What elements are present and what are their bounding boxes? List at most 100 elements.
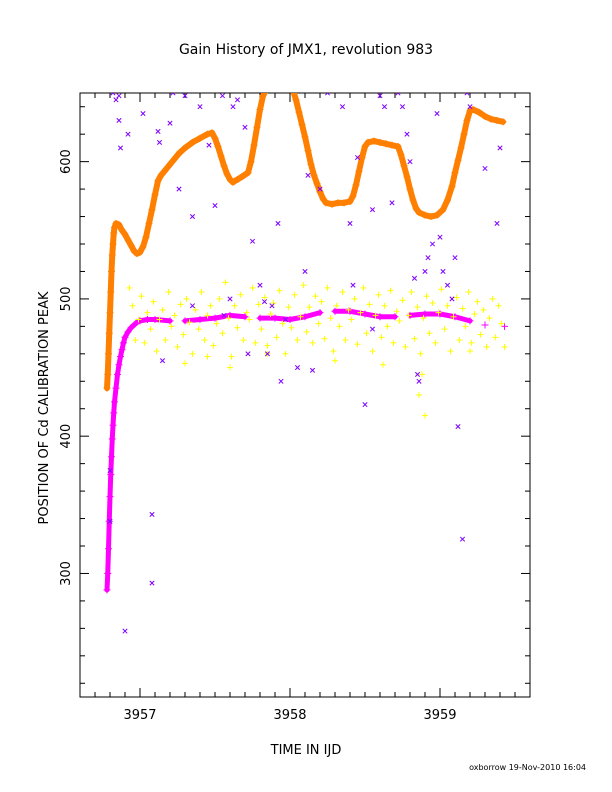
series-track [407, 311, 428, 318]
data-point [255, 301, 262, 308]
data-point [456, 337, 463, 344]
data-point [342, 337, 349, 344]
data-point [422, 268, 428, 275]
data-point [113, 97, 119, 103]
data-point [408, 289, 415, 296]
data-point [357, 309, 364, 316]
data-point [300, 282, 307, 289]
data-point [149, 511, 155, 517]
x-tick-label: 3957 [123, 708, 156, 723]
data-point [465, 289, 472, 296]
data-point [462, 323, 469, 330]
data-point [480, 306, 487, 313]
data-point [447, 348, 454, 355]
data-point [167, 120, 173, 126]
data-point [227, 296, 233, 302]
data-point [467, 348, 473, 355]
data-point [230, 104, 236, 110]
data-point [279, 320, 286, 327]
data-point [278, 378, 284, 384]
data-point [141, 339, 148, 346]
data-point [273, 334, 280, 341]
data-point [189, 213, 196, 220]
data-point [455, 424, 461, 430]
data-point [345, 306, 352, 313]
data-point [228, 353, 235, 360]
data-point [362, 402, 368, 408]
data-point [321, 335, 328, 342]
data-point [416, 392, 422, 398]
data-point [231, 302, 238, 309]
data-point [495, 302, 502, 309]
data-point [330, 348, 337, 355]
data-point [453, 294, 460, 301]
data-point [282, 350, 289, 357]
data-point [468, 339, 475, 346]
data-point [309, 339, 316, 346]
data-point [404, 131, 410, 137]
data-point [245, 351, 251, 357]
data-point [336, 323, 343, 330]
data-point [317, 186, 323, 192]
data-point [198, 289, 205, 296]
data-point [234, 97, 241, 103]
data-point [269, 303, 275, 309]
data-point [264, 342, 271, 349]
series-track [107, 289, 114, 316]
data-point [411, 335, 418, 342]
data-point [369, 207, 376, 213]
data-point [110, 93, 116, 96]
data-point [288, 324, 295, 331]
data-point [426, 330, 433, 337]
data-point [122, 628, 128, 634]
series-track [104, 570, 111, 593]
plot-frame [79, 92, 531, 698]
data-point [204, 312, 211, 319]
data-point [243, 309, 250, 316]
y-tick-label: 300 [59, 561, 74, 586]
data-point [135, 316, 142, 323]
data-point [315, 320, 322, 327]
data-point [429, 241, 436, 247]
data-point [107, 518, 113, 524]
data-point [275, 220, 281, 226]
data-point [429, 300, 436, 307]
series-track [104, 350, 112, 378]
data-point [159, 306, 166, 313]
data-point [182, 93, 188, 99]
data-point [423, 293, 430, 300]
series-track [260, 93, 268, 99]
data-point [449, 296, 455, 302]
data-point [387, 287, 394, 294]
data-point [204, 353, 211, 360]
data-point [339, 104, 346, 110]
data-point [324, 284, 331, 291]
data-point [252, 339, 259, 346]
data-point [306, 304, 313, 311]
data-point [419, 371, 425, 378]
data-point [294, 364, 301, 371]
data-point [125, 131, 131, 137]
data-point [221, 312, 227, 318]
series-track [197, 315, 218, 322]
data-point [464, 93, 470, 96]
data-point [225, 315, 232, 322]
data-point [474, 298, 481, 305]
y-tick-label: 500 [59, 286, 74, 311]
data-point [162, 337, 169, 344]
data-point [489, 295, 496, 302]
footer-credit: oxborrow 19-Nov-2010 16:04 [469, 763, 586, 772]
series-track [105, 546, 111, 576]
data-point [171, 312, 178, 319]
data-point [348, 316, 355, 323]
data-point [414, 304, 421, 311]
data-point [450, 313, 457, 320]
data-point [302, 268, 308, 275]
data-point [129, 302, 136, 309]
data-point [242, 124, 248, 130]
series-track [107, 472, 114, 500]
y-tick-label: 600 [59, 149, 74, 174]
x-tick-label: 3958 [273, 708, 306, 723]
data-point [149, 580, 155, 586]
